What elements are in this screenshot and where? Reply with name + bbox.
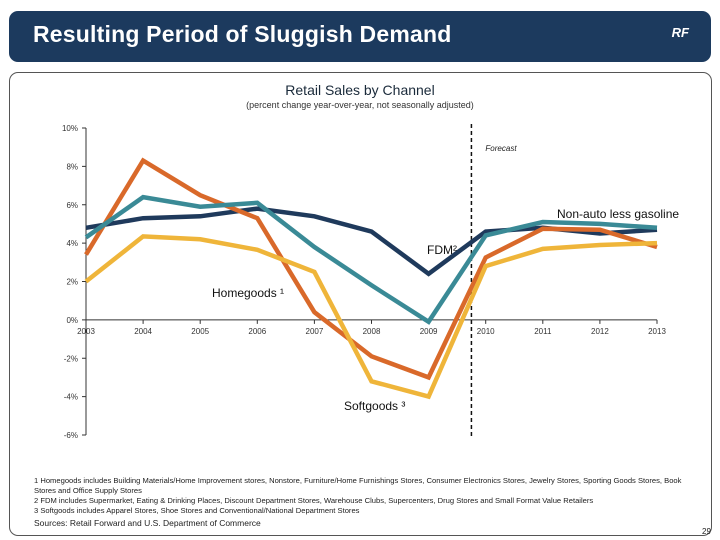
y-tick-label: 4% bbox=[66, 239, 78, 248]
x-tick-label: 2008 bbox=[363, 327, 381, 336]
page-number: 29 bbox=[702, 527, 711, 536]
y-tick-label: 6% bbox=[66, 201, 78, 210]
sources: Sources: Retail Forward and U.S. Departm… bbox=[34, 518, 261, 528]
series-label-3: Softgoods ³ bbox=[344, 399, 405, 413]
y-tick-label: -2% bbox=[64, 354, 78, 363]
y-tick-label: 2% bbox=[66, 278, 78, 287]
rf-logo: RF bbox=[671, 25, 689, 40]
x-tick-label: 2012 bbox=[591, 327, 609, 336]
series-label-0: Non-auto less gasoline bbox=[557, 207, 679, 221]
x-tick-label: 2003 bbox=[77, 327, 95, 336]
footnote-3: 3 Softgoods includes Apparel Stores, Sho… bbox=[34, 506, 360, 515]
series-line-2 bbox=[84, 194, 658, 325]
page-title: Resulting Period of Sluggish Demand bbox=[33, 21, 452, 47]
chart-panel bbox=[9, 72, 712, 536]
forecast-label: Forecast bbox=[485, 144, 517, 153]
x-tick-label: 2005 bbox=[191, 327, 209, 336]
series-label-2: FDM² bbox=[427, 243, 457, 257]
series-label-1: Homegoods ¹ bbox=[212, 286, 284, 300]
chart-subtitle: (percent change year-over-year, not seas… bbox=[246, 100, 474, 110]
footnote-1: 1 Homegoods includes Building Materials/… bbox=[34, 476, 682, 495]
series-line-1 bbox=[84, 157, 658, 381]
y-tick-label: -6% bbox=[64, 431, 78, 440]
x-tick-label: 2010 bbox=[477, 327, 495, 336]
x-tick-label: 2006 bbox=[248, 327, 266, 336]
y-tick-label: 10% bbox=[62, 124, 78, 133]
x-tick-label: 2009 bbox=[420, 327, 438, 336]
x-tick-label: 2004 bbox=[134, 327, 152, 336]
y-tick-label: 0% bbox=[66, 316, 78, 325]
y-tick-label: 8% bbox=[66, 162, 78, 171]
x-tick-label: 2013 bbox=[648, 327, 666, 336]
header-bar: Resulting Period of Sluggish Demand RF bbox=[9, 11, 711, 62]
footnote-2: 2 FDM includes Supermarket, Eating & Dri… bbox=[34, 496, 594, 505]
x-tick-label: 2011 bbox=[534, 327, 552, 336]
x-tick-label: 2007 bbox=[306, 327, 324, 336]
series-line-3 bbox=[84, 234, 658, 400]
chart-title: Retail Sales by Channel bbox=[285, 82, 435, 98]
y-tick-label: -4% bbox=[64, 393, 78, 402]
